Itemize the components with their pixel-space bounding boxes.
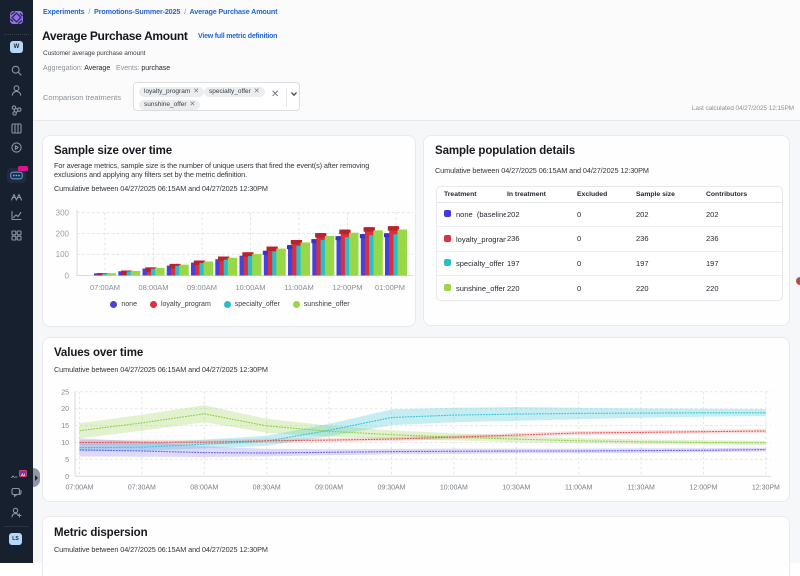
- svg-text:07:00AM: 07:00AM: [65, 484, 93, 491]
- svg-text:20: 20: [61, 406, 69, 413]
- svg-text:10:00AM: 10:00AM: [440, 484, 468, 491]
- svg-text:08:00AM: 08:00AM: [190, 484, 218, 491]
- svg-text:09:00AM: 09:00AM: [187, 283, 217, 292]
- svg-text:12:00PM: 12:00PM: [689, 484, 717, 491]
- svg-text:07:30AM: 07:30AM: [128, 484, 156, 491]
- svg-text:09:00AM: 09:00AM: [315, 484, 343, 491]
- svg-text:15: 15: [61, 423, 69, 430]
- svg-text:01:00PM: 01:00PM: [375, 283, 405, 292]
- svg-text:25: 25: [61, 389, 69, 396]
- svg-text:300: 300: [56, 208, 70, 217]
- svg-text:0: 0: [65, 271, 70, 280]
- svg-text:5: 5: [65, 457, 69, 464]
- svg-text:11:00AM: 11:00AM: [565, 484, 593, 491]
- svg-text:200: 200: [56, 229, 70, 238]
- svg-text:10:30AM: 10:30AM: [502, 484, 530, 491]
- svg-text:11:00AM: 11:00AM: [284, 283, 313, 292]
- svg-text:08:00AM: 08:00AM: [138, 283, 168, 292]
- svg-text:12:00PM: 12:00PM: [332, 283, 362, 292]
- svg-text:100: 100: [56, 250, 70, 259]
- svg-text:07:00AM: 07:00AM: [90, 283, 120, 292]
- svg-text:12:30PM: 12:30PM: [752, 484, 780, 491]
- svg-text:08:30AM: 08:30AM: [253, 484, 281, 491]
- svg-text:0: 0: [65, 474, 69, 481]
- svg-text:11:30AM: 11:30AM: [627, 484, 655, 491]
- svg-text:09:30AM: 09:30AM: [377, 484, 405, 491]
- svg-text:10: 10: [61, 440, 69, 447]
- svg-text:10:00AM: 10:00AM: [235, 283, 265, 292]
